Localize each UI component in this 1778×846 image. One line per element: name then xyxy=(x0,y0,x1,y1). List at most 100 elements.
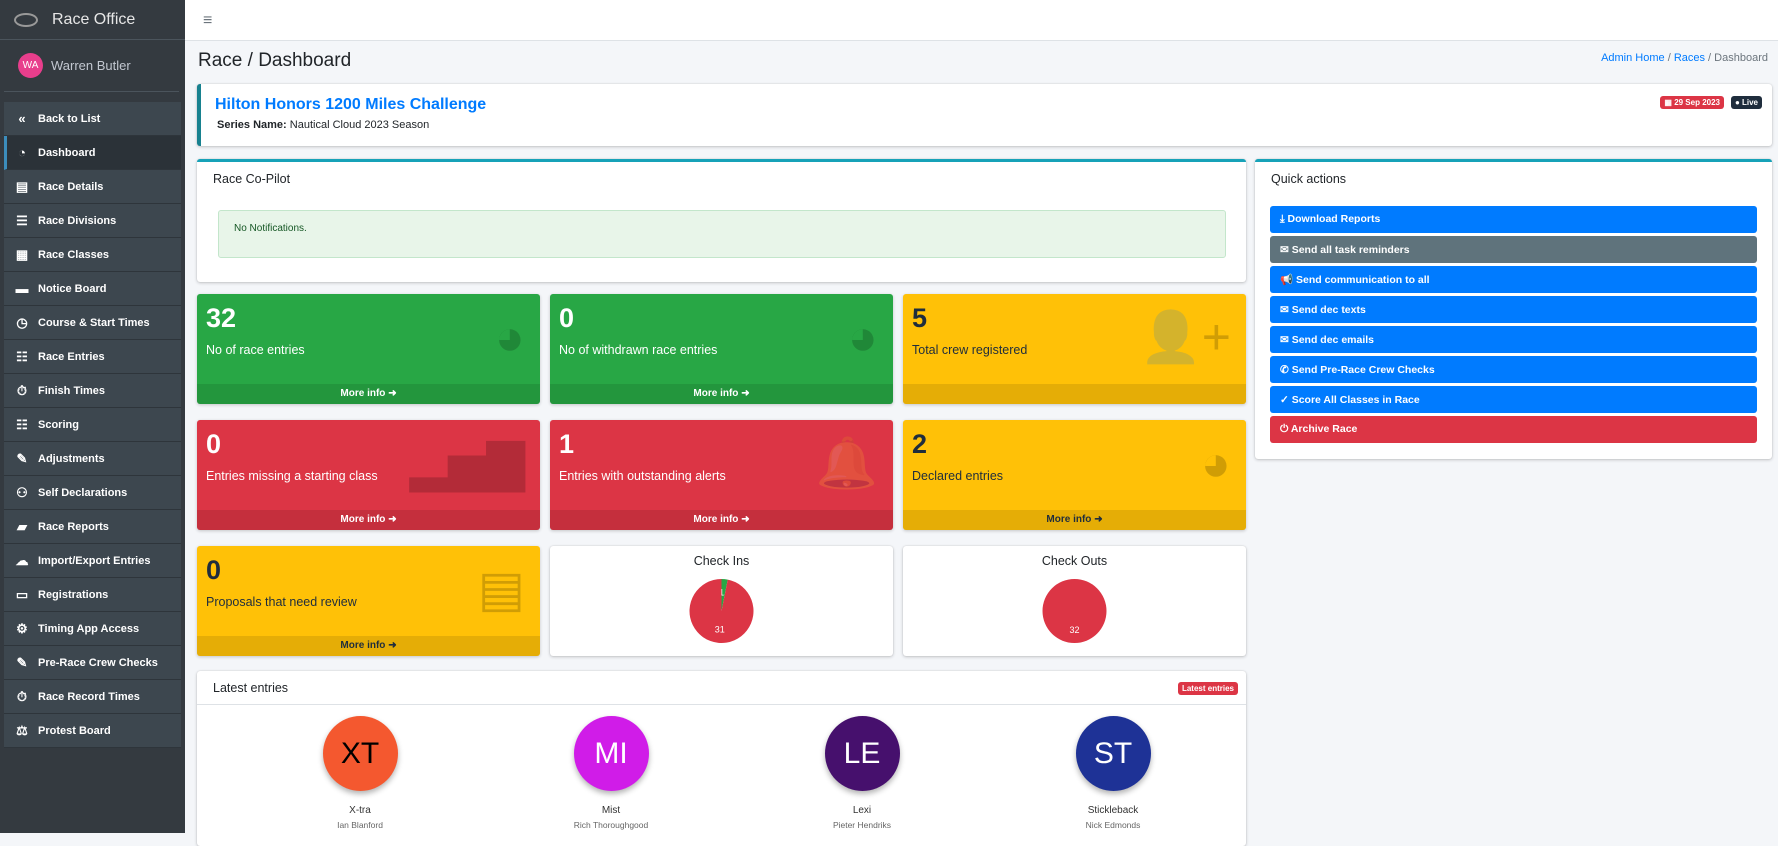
more-info-link[interactable]: More info ➜ xyxy=(903,510,1246,530)
quick-action-download-reports-button[interactable]: ⤓ Download Reports xyxy=(1270,206,1757,233)
entry-name: X-tra xyxy=(349,805,371,816)
breadcrumb: Admin Home / Races / Dashboard xyxy=(1601,52,1768,64)
sidebar-menu: « Back to List ◔ Dashboard ▤ Race Details ☰ Rac… xyxy=(0,102,185,748)
latest-entry[interactable]: ST Stickleback Nick Edmonds xyxy=(1013,716,1213,830)
sidebar-item-label: Race Reports xyxy=(38,520,109,533)
sidebar-item-pre-race-crew-checks[interactable]: ✎ Pre-Race Crew Checks xyxy=(4,646,181,680)
sidebar-item-race-record-times[interactable]: ⏱ Race Record Times xyxy=(4,680,181,714)
sidebar-item-timing-app-access[interactable]: ⚙ Timing App Access xyxy=(4,612,181,646)
sidebar-item-course-start-times[interactable]: ◷ Course & Start Times xyxy=(4,306,181,340)
sidebar-item-adjustments[interactable]: ✎ Adjustments xyxy=(4,442,181,476)
sidebar-item-registrations[interactable]: ▭ Registrations xyxy=(4,578,181,612)
race-entries-icon: ☷ xyxy=(16,348,28,364)
latest-entry[interactable]: XT X-tra Ian Blanford xyxy=(260,716,460,830)
scoring-icon: ☷ xyxy=(16,416,28,432)
stat-icon: ◕ xyxy=(1200,435,1231,491)
stat-label: No of withdrawn race entries xyxy=(559,343,718,357)
back-to-list-icon: « xyxy=(18,111,26,126)
course-start-times-icon: ◷ xyxy=(16,314,28,330)
sidebar-item-import-export-entries[interactable]: ☁ Import/Export Entries xyxy=(4,544,181,578)
avatar: WA xyxy=(18,53,43,78)
series-value: Nautical Cloud 2023 Season xyxy=(289,119,430,131)
quick-action-score-all-classes-in-race-button[interactable]: ✓ Score All Classes in Race xyxy=(1270,386,1757,413)
quick-action-send-dec-emails-button[interactable]: ✉ Send dec emails xyxy=(1270,326,1757,353)
menu-toggle-icon[interactable]: ≡ xyxy=(203,12,213,29)
more-info-link[interactable]: More info ➜ xyxy=(197,636,540,656)
pie-label: 31 xyxy=(715,625,725,635)
latest-entries-title: Latest entries xyxy=(213,681,289,695)
entry-name: Lexi xyxy=(852,805,872,816)
entry-owner: Ian Blanford xyxy=(337,820,383,830)
sidebar-item-notice-board[interactable]: ▬ Notice Board xyxy=(4,272,181,306)
logo-icon xyxy=(14,12,38,27)
entry-avatar: LE xyxy=(824,716,900,791)
sidebar-item-label: Race Record Times xyxy=(38,690,140,703)
sidebar-item-label: Notice Board xyxy=(38,282,107,295)
sidebar-item-finish-times[interactable]: ⏱ Finish Times xyxy=(4,374,181,408)
self-declarations-icon: ⚇ xyxy=(16,484,28,500)
stat-label: Proposals that need review xyxy=(206,595,357,609)
sidebar-item-label: Race Divisions xyxy=(38,214,117,227)
sidebar-item-label: Self Declarations xyxy=(38,486,128,499)
race-details-icon: ▤ xyxy=(15,178,29,194)
sidebar-item-race-details[interactable]: ▤ Race Details xyxy=(4,170,181,204)
more-info-link[interactable]: More info ➜ xyxy=(197,384,540,404)
sidebar-item-label: Race Classes xyxy=(38,248,109,261)
sidebar: Race Office WA Warren Butler « Back to Lis… xyxy=(0,0,185,833)
date-badge: ▦ 29 Sep 2023 xyxy=(1660,96,1724,109)
more-info-link[interactable]: More info ➜ xyxy=(550,510,893,530)
series-name: Series Name: Nautical Cloud 2023 Season xyxy=(217,119,429,131)
race-reports-icon: ▰ xyxy=(17,518,27,534)
quick-action-send-all-task-reminders-button[interactable]: ✉ Send all task reminders xyxy=(1270,236,1757,263)
sidebar-item-protest-board[interactable]: ⚖ Protest Board xyxy=(4,714,181,748)
stat-label: Entries with outstanding alerts xyxy=(559,469,726,483)
check-outs-card: Check Outs 32 xyxy=(903,546,1246,656)
stat-label: Entries missing a starting class xyxy=(206,469,378,483)
pie-slice xyxy=(689,579,754,643)
sidebar-item-race-classes[interactable]: ▦ Race Classes xyxy=(4,238,181,272)
sidebar-item-scoring[interactable]: ☷ Scoring xyxy=(4,408,181,442)
stat-label: No of race entries xyxy=(206,343,305,357)
entry-owner: Pieter Hendriks xyxy=(832,820,892,830)
user-panel[interactable]: WA Warren Butler xyxy=(4,40,179,92)
quick-actions-card: Quick actions ⤓ Download Reports ✉ Send a… xyxy=(1255,159,1772,459)
import-export-entries-icon: ☁ xyxy=(15,552,29,568)
sidebar-item-label: Finish Times xyxy=(38,384,106,397)
quick-action-send-communication-to-all-button[interactable]: 📢 Send communication to all xyxy=(1270,266,1757,293)
breadcrumb-admin-home[interactable]: Admin Home xyxy=(1601,52,1665,64)
more-info-link[interactable]: More info ➜ xyxy=(550,384,893,404)
stat-value: 5 xyxy=(912,303,928,333)
sidebar-item-label: Scoring xyxy=(38,418,79,431)
entry-name: Stickleback xyxy=(1087,805,1139,816)
latest-entries-badge: Latest entries xyxy=(1177,682,1238,695)
check-outs-title: Check Outs xyxy=(1041,554,1108,568)
race-name[interactable]: Hilton Honors 1200 Miles Challenge xyxy=(215,96,487,113)
top-navbar: ≡ xyxy=(185,0,1778,41)
stat-value: 32 xyxy=(206,303,237,333)
brand[interactable]: Race Office xyxy=(0,0,185,40)
sidebar-item-race-divisions[interactable]: ☰ Race Divisions xyxy=(4,204,181,238)
sidebar-item-dashboard[interactable]: ◔ Dashboard xyxy=(4,136,181,170)
sidebar-item-label: Protest Board xyxy=(38,724,111,737)
stat-value: 2 xyxy=(912,429,928,459)
stat-box: 32 No of race entries ◕ More info ➜ xyxy=(197,294,540,404)
quick-action-archive-race-button[interactable]: ⏻ Archive Race xyxy=(1270,416,1757,443)
latest-entry[interactable]: LE Lexi Pieter Hendriks xyxy=(762,716,962,830)
sidebar-item-race-reports[interactable]: ▰ Race Reports xyxy=(4,510,181,544)
sidebar-item-label: Pre-Race Crew Checks xyxy=(38,656,158,669)
sidebar-item-self-declarations[interactable]: ⚇ Self Declarations xyxy=(4,476,181,510)
race-divisions-icon: ☰ xyxy=(16,212,28,228)
quick-action-send-dec-texts-button[interactable]: ✉ Send dec texts xyxy=(1270,296,1757,323)
quick-action-send-pre-race-crew-checks-button[interactable]: ✆ Send Pre-Race Crew Checks xyxy=(1270,356,1757,383)
sidebar-item-label: Dashboard xyxy=(38,146,96,159)
pie-slice xyxy=(1042,579,1107,643)
sidebar-item-back-to-list[interactable]: « Back to List xyxy=(4,102,181,136)
breadcrumb-races[interactable]: Races xyxy=(1673,52,1705,64)
notice-board-icon: ▬ xyxy=(15,281,29,296)
sidebar-item-race-entries[interactable]: ☷ Race Entries xyxy=(4,340,181,374)
more-info-link[interactable]: More info ➜ xyxy=(197,510,540,530)
check-ins-pie: 1 31 xyxy=(689,579,754,643)
registrations-icon: ▭ xyxy=(15,586,29,602)
latest-entry[interactable]: MI Mist Rich Thoroughgood xyxy=(511,716,711,830)
stat-box: 1 Entries with outstanding alerts 🔔 More … xyxy=(550,420,893,530)
